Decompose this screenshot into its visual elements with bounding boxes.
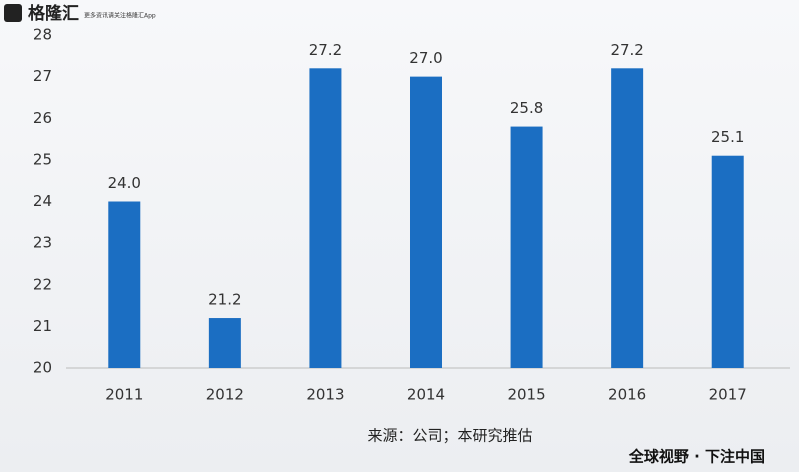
bar bbox=[510, 126, 543, 368]
y-tick-label: 28 bbox=[33, 26, 52, 44]
x-tick-label: 2012 bbox=[206, 386, 244, 404]
logo: 格隆汇 bbox=[28, 3, 79, 24]
y-tick-label: 22 bbox=[33, 275, 52, 293]
x-tick-label: 2013 bbox=[306, 386, 344, 404]
value-label: 21.2 bbox=[208, 291, 241, 309]
logo-tagline: 更多资讯请关注格隆汇App bbox=[84, 12, 156, 20]
y-tick-label: 24 bbox=[33, 192, 52, 210]
source: 来源：公司；本研究推估 bbox=[367, 427, 532, 445]
y-tick-label: 25 bbox=[33, 150, 52, 168]
logo-icon bbox=[4, 4, 22, 22]
y-tick-label: 21 bbox=[33, 317, 52, 335]
x-tick-label: 2017 bbox=[709, 386, 747, 404]
bar bbox=[410, 76, 442, 368]
value-label: 25.1 bbox=[711, 128, 744, 146]
bar bbox=[108, 201, 141, 368]
y-tick-label: 27 bbox=[33, 67, 52, 85]
value-label: 27.2 bbox=[309, 41, 342, 59]
slogan: 全球视野 · 下注中国 bbox=[628, 448, 765, 466]
bar bbox=[611, 68, 644, 369]
bar bbox=[711, 155, 744, 368]
x-tick-label: 2011 bbox=[105, 386, 143, 404]
value-label: 24.0 bbox=[108, 174, 141, 192]
y-tick-label: 23 bbox=[33, 234, 52, 252]
bar bbox=[208, 318, 241, 368]
bar bbox=[309, 68, 342, 369]
value-label: 27.2 bbox=[610, 41, 643, 59]
x-tick-label: 2015 bbox=[507, 386, 545, 404]
value-label: 27.0 bbox=[409, 49, 442, 67]
value-label: 25.8 bbox=[510, 99, 543, 117]
y-tick-label: 26 bbox=[33, 109, 52, 127]
y-tick-label: 20 bbox=[33, 359, 52, 377]
x-tick-label: 2016 bbox=[608, 386, 646, 404]
x-tick-label: 2014 bbox=[407, 386, 445, 404]
